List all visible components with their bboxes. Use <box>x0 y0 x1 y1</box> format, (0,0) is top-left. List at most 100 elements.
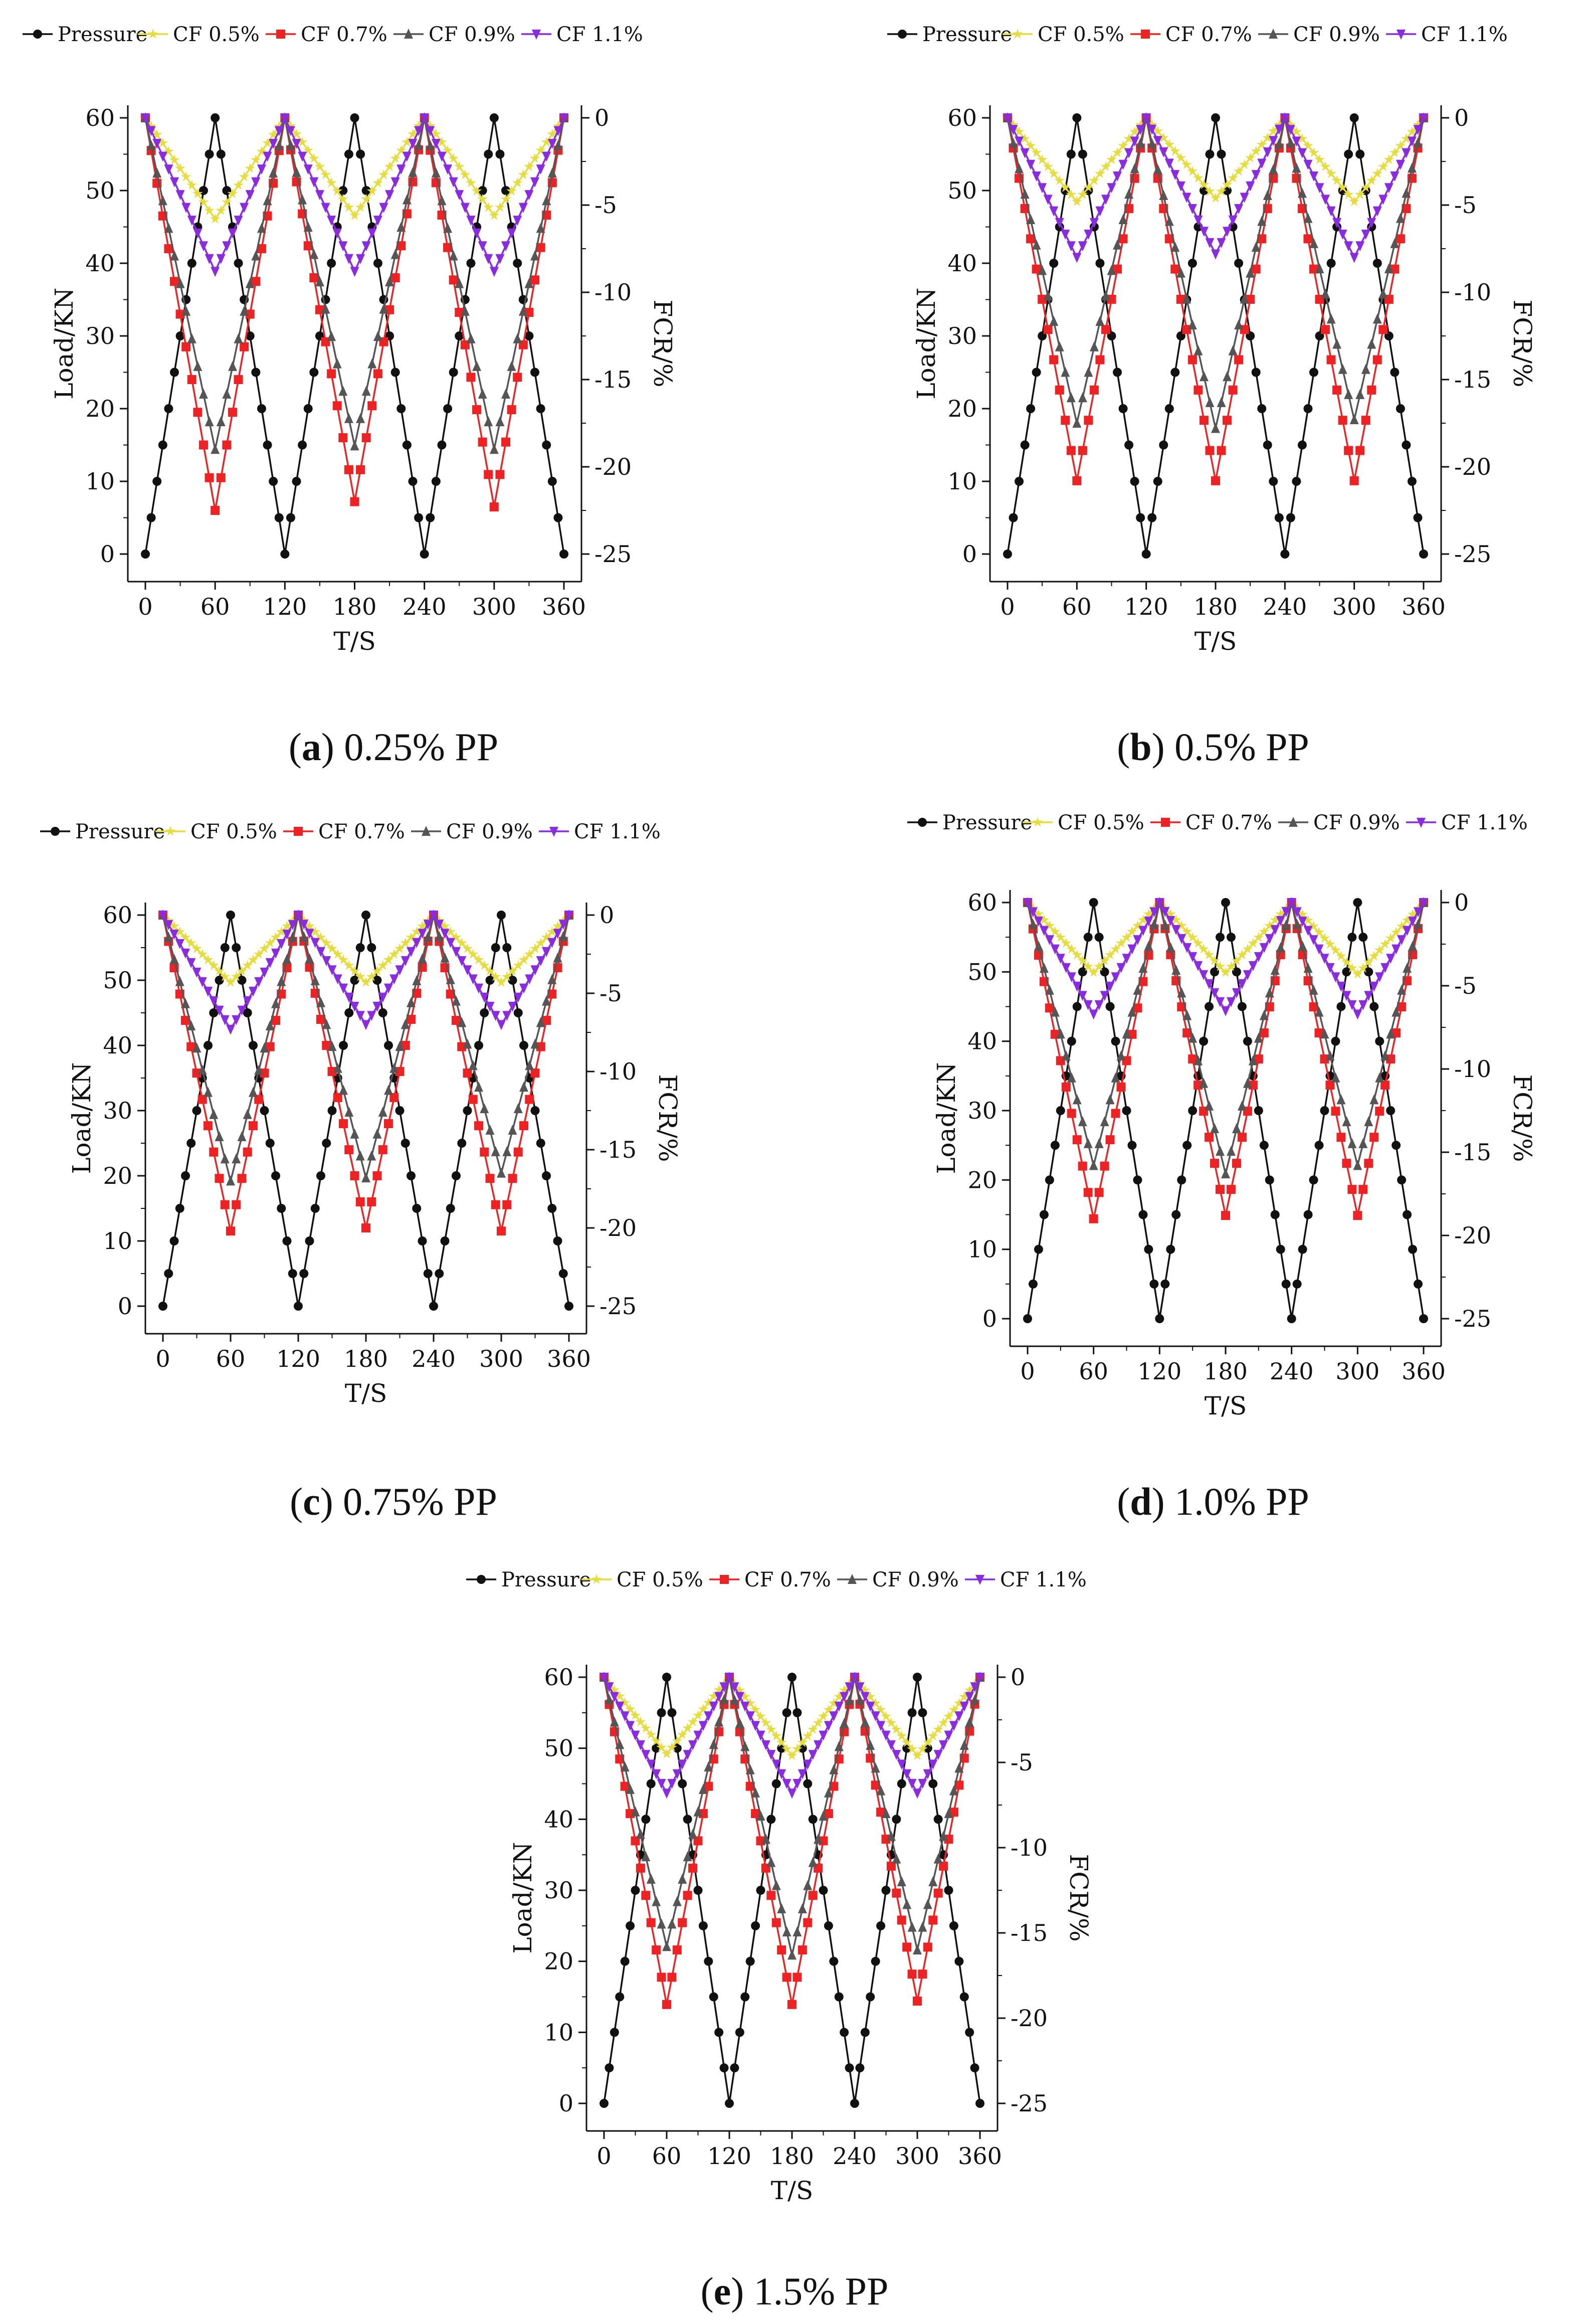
panel-b-series-cf-0-9-marker-57 <box>1332 338 1342 349</box>
panel-c-xtick-label-300: 300 <box>479 1345 523 1372</box>
panel-e-ytick-label-50: 50 <box>544 1735 573 1762</box>
panel-e-series-pressure-marker-50 <box>860 2028 870 2037</box>
panel-b-series-cf-0-7-marker-8 <box>1049 355 1059 365</box>
panel-e-series-cf-1-1-marker-56 <box>892 1750 901 1760</box>
panel-e-series-pressure-marker-13 <box>667 1708 677 1717</box>
panel-c-series-cf-0-7-marker-37 <box>367 1197 376 1206</box>
panel-c-series-cf-0-9-marker-20 <box>271 998 280 1008</box>
panel-e-ytick-label-0: 0 <box>559 2090 573 2117</box>
panel-e-series-cf-0-5-marker-21 <box>708 1691 719 1701</box>
panel-e-ytick-label-10: 10 <box>544 2019 573 2046</box>
panel-b-series-cf-1-1-marker-10 <box>1061 230 1070 240</box>
panel-e-series-cf-0-5-marker-22 <box>713 1684 724 1695</box>
panel-b-series-cf-1-1-marker-51 <box>1297 148 1307 158</box>
panel-c-series-pressure-marker-38 <box>372 976 382 985</box>
panel-a-series-pressure-marker-23 <box>274 513 284 522</box>
panel-b-series-pressure-marker-61 <box>1355 149 1365 159</box>
panel-a-series-cf-0-9-marker-67 <box>530 250 540 261</box>
panel-c-series-cf-0-5-marker-41 <box>388 949 400 959</box>
panel-b-series-cf-0-5-marker-36 <box>1210 193 1221 203</box>
panel-b-series-cf-1-1-marker-14 <box>1084 230 1093 240</box>
panel-c-series-cf-0-7-marker-58 <box>485 1174 495 1183</box>
panel-d-series-pressure-marker-19 <box>1127 1141 1137 1150</box>
panel-e-series-cf-0-9-marker-46 <box>840 1718 849 1728</box>
panel-e-legend-item-pressure-label: Pressure <box>501 1568 591 1591</box>
panel-c-series-cf-0-5-marker-61 <box>501 971 512 981</box>
panel-c-series-cf-1-1-marker-32 <box>339 983 348 994</box>
panel-e-series-cf-0-5-marker-59 <box>907 1743 917 1754</box>
panel-a-series-cf-0-5-marker-43 <box>390 153 401 163</box>
panel-d-y2tick-label--25: -25 <box>1454 1305 1491 1332</box>
panel-d-series-cf-0-5-marker-14 <box>1099 955 1110 966</box>
panel-e-series-cf-1-1-marker-72 <box>975 1673 984 1683</box>
caption-d-text: 1.0% PP <box>1174 1480 1309 1523</box>
panel-a-xtick-label-60: 60 <box>201 593 230 620</box>
panel-e-series-pressure-marker-6 <box>631 1886 640 1895</box>
panel-b-series-cf-0-7-marker-14 <box>1084 416 1093 425</box>
panel-e-series-cf-0-9-marker-42 <box>819 1811 828 1821</box>
panel-a-series-cf-1-1-marker-40 <box>373 216 382 226</box>
panel-a-legend-item-pressure-swatch-marker <box>33 30 42 39</box>
panel-e-series-cf-0-9-marker-28 <box>745 1764 755 1774</box>
panel-a-series-cf-0-5-marker-42 <box>384 161 395 171</box>
panel-a-series-pressure-marker-53 <box>449 368 458 377</box>
panel-a-series-cf-0-9-marker-32 <box>327 331 336 341</box>
panel-c-series-pressure-marker-51 <box>446 1204 455 1213</box>
panel-a-series-pressure-marker-49 <box>426 513 435 522</box>
panel-c-series-cf-1-1-marker-66 <box>530 965 540 976</box>
panel-e-series-cf-0-9-marker-15 <box>678 1873 687 1884</box>
panel-d-legend-item-pressure-label: Pressure <box>942 811 1032 834</box>
panel-a-series-cf-1-1-marker-35 <box>344 254 353 264</box>
panel-e-series-cf-0-9-marker-29 <box>751 1787 760 1798</box>
panel-e-series-cf-0-5-marker-11 <box>656 1742 667 1752</box>
panel-d-series-cf-0-5-marker-29 <box>1181 926 1193 936</box>
panel-b-series-cf-0-5-marker-45 <box>1262 132 1273 142</box>
panel-e-xtick-label-120: 120 <box>707 2142 751 2170</box>
panel-d-series-cf-1-1-marker-64 <box>1375 972 1384 983</box>
panel-d-series-cf-0-5-marker-11 <box>1083 961 1094 971</box>
panel-b-series-cf-0-5-marker-13 <box>1077 189 1088 199</box>
panel-b-series-cf-0-9-marker-67 <box>1390 238 1400 248</box>
panel-a-series-pressure-marker-2 <box>152 477 162 486</box>
panel-e-series-pressure-marker-57 <box>897 1779 906 1789</box>
panel-a-series-pressure-marker-45 <box>402 440 412 450</box>
panel-a-series-cf-0-5-marker-70 <box>547 128 558 139</box>
panel-d-series-cf-0-9-marker-22 <box>1144 941 1153 951</box>
panel-b-legend-item-cf-0-9-label: CF 0.9% <box>1293 23 1380 46</box>
panel-d-series-cf-0-5-marker-3 <box>1039 914 1050 925</box>
panel-c-series-cf-1-1-marker-41 <box>389 974 399 985</box>
panel-d-legend-item-cf-0-5-label: CF 0.5% <box>1058 811 1144 834</box>
panel-e-series-cf-1-1-marker-42 <box>819 1730 828 1741</box>
panel-e-series-cf-1-1-marker-20 <box>704 1711 713 1722</box>
panel-e-series-pressure-marker-28 <box>745 1956 755 1966</box>
panel-c-series-cf-0-5-marker-40 <box>383 954 394 965</box>
panel-d-series-cf-1-1-marker-60 <box>1353 1009 1362 1020</box>
panel-c-series-cf-1-1-marker-49 <box>435 920 444 930</box>
panel-d-series-pressure-marker-32 <box>1199 1036 1209 1046</box>
panel-c-series-cf-1-1-marker-63 <box>513 992 523 1003</box>
panel-c-series-cf-0-5-marker-38 <box>372 965 382 976</box>
panel-e-series-cf-0-7-marker-57 <box>897 1915 906 1925</box>
panel-a-series-cf-0-9-marker-22 <box>269 167 278 178</box>
panel-d-series-pressure-marker-66 <box>1386 1106 1396 1115</box>
panel-c-series-cf-0-7-marker-54 <box>463 1068 472 1078</box>
panel-b-series-cf-0-9-marker-1 <box>1009 137 1018 148</box>
panel-d-series-cf-0-5-marker-42 <box>1253 932 1264 942</box>
panel-a-series-pressure-marker-35 <box>344 149 353 159</box>
panel-a-series-cf-1-1-marker-63 <box>507 228 516 239</box>
panel-b-series-cf-0-9-marker-42 <box>1246 267 1255 278</box>
panel-e-series-cf-0-9-marker-20 <box>704 1761 713 1772</box>
panel-a-series-cf-1-1-marker-34 <box>338 241 348 252</box>
panel-b-ylabel: Load/KN <box>912 287 941 399</box>
panel-a-series-cf-0-5-marker-11 <box>204 205 215 215</box>
panel-e-series-cf-1-1-marker-66 <box>944 1730 953 1741</box>
panel-d-series-cf-0-5-marker-28 <box>1176 920 1187 931</box>
panel-b-legend-item-cf-1-1-swatch-marker <box>1397 30 1406 40</box>
panel-c-series-cf-0-7-marker-10 <box>215 1174 224 1183</box>
panel-c-series-cf-0-7-marker-60 <box>497 1226 506 1236</box>
panel-d-series-cf-0-9-marker-18 <box>1122 1028 1131 1039</box>
panel-b-series-cf-0-5-marker-37 <box>1216 186 1227 196</box>
panel-c-series-pressure-marker-20 <box>271 1171 280 1180</box>
panel-e-legend-item-pressure: Pressure <box>466 1568 591 1591</box>
panel-b-series-cf-1-1-marker-58 <box>1338 230 1347 240</box>
